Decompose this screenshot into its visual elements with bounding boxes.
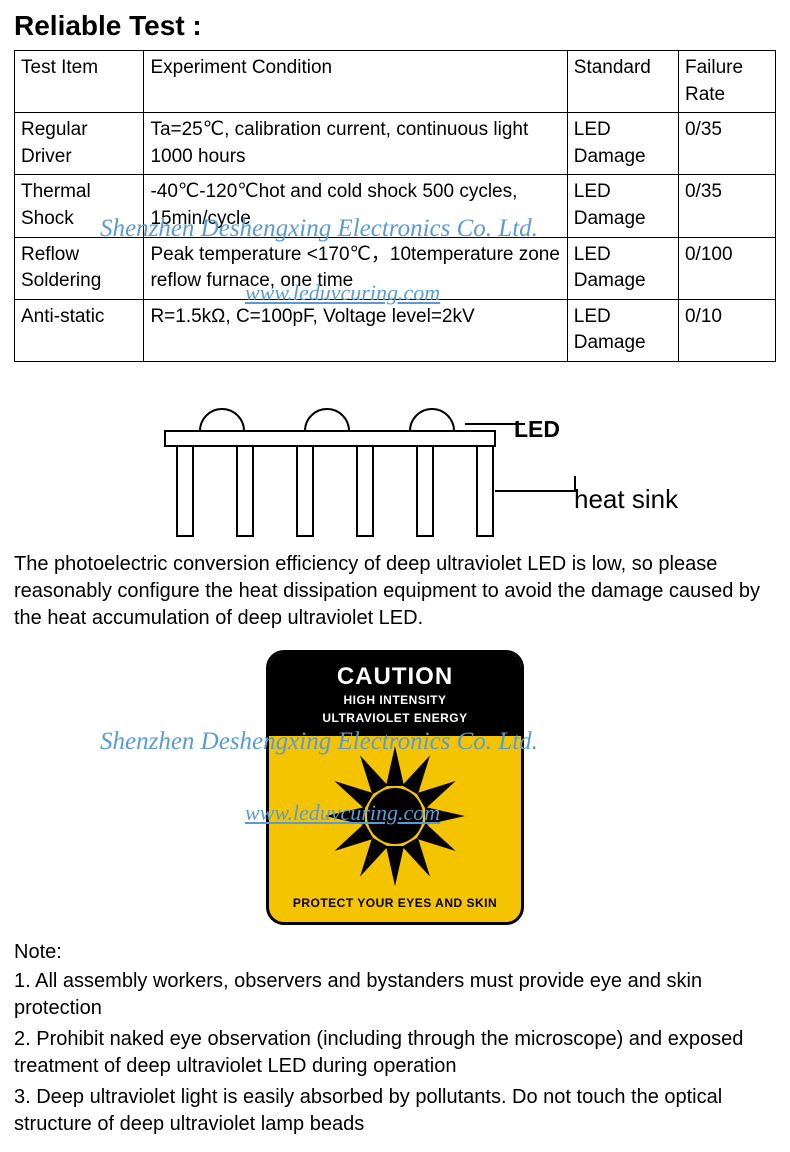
caution-word: CAUTION [277, 665, 513, 689]
caution-sign: CAUTION HIGH INTENSITY ULTRAVIOLET ENERG… [266, 650, 524, 925]
cell: LED Damage [567, 175, 678, 237]
note-item: 3. Deep ultraviolet light is easily abso… [14, 1084, 776, 1138]
table-header-row: Test Item Experiment Condition Standard … [15, 51, 776, 113]
cell: LED Damage [567, 113, 678, 175]
cell: 0/35 [678, 175, 775, 237]
caution-sign-wrap: CAUTION HIGH INTENSITY ULTRAVIOLET ENERG… [14, 650, 776, 931]
caution-sub1: HIGH INTENSITY [277, 693, 513, 707]
caution-footer: PROTECT YOUR EYES AND SKIN [269, 896, 521, 922]
sun-icon [269, 736, 521, 896]
col-header: Experiment Condition [144, 51, 567, 113]
cell: Regular Driver [15, 113, 144, 175]
col-header: Test Item [15, 51, 144, 113]
note-heading: Note: [14, 941, 776, 964]
cell: LED Damage [567, 299, 678, 361]
cell: Thermal Shock [15, 175, 144, 237]
description-paragraph: The photoelectric conversion efficiency … [14, 551, 776, 632]
cell: R=1.5kΩ, C=100pF, Voltage level=2kV [144, 299, 567, 361]
cell: -40℃-120℃hot and cold shock 500 cycles, … [144, 175, 567, 237]
cell: Anti-static [15, 299, 144, 361]
col-header: Standard [567, 51, 678, 113]
cell: Peak temperature <170℃，10temperature zon… [144, 237, 567, 299]
table-row: Anti-static R=1.5kΩ, C=100pF, Voltage le… [15, 299, 776, 361]
heatsink-diagram: LED heat sink [14, 376, 776, 541]
reliable-test-table: Test Item Experiment Condition Standard … [14, 50, 776, 362]
table-row: Thermal Shock -40℃-120℃hot and cold shoc… [15, 175, 776, 237]
table-row: Regular Driver Ta=25℃, calibration curre… [15, 113, 776, 175]
note-item: 1. All assembly workers, observers and b… [14, 968, 776, 1022]
col-header: Failure Rate [678, 51, 775, 113]
note-item: 2. Prohibit naked eye observation (inclu… [14, 1026, 776, 1080]
cell: Ta=25℃, calibration current, continuous … [144, 113, 567, 175]
cell: 0/10 [678, 299, 775, 361]
heatsink-label: heat sink [574, 486, 678, 512]
cell: 0/100 [678, 237, 775, 299]
table-row: Reflow Soldering Peak temperature <170℃，… [15, 237, 776, 299]
cell: Reflow Soldering [15, 237, 144, 299]
caution-sub2: ULTRAVIOLET ENERGY [277, 711, 513, 725]
section-title: Reliable Test : [14, 10, 776, 42]
caution-header: CAUTION HIGH INTENSITY ULTRAVIOLET ENERG… [269, 653, 521, 736]
led-label: LED [514, 418, 560, 441]
cell: 0/35 [678, 113, 775, 175]
cell: LED Damage [567, 237, 678, 299]
